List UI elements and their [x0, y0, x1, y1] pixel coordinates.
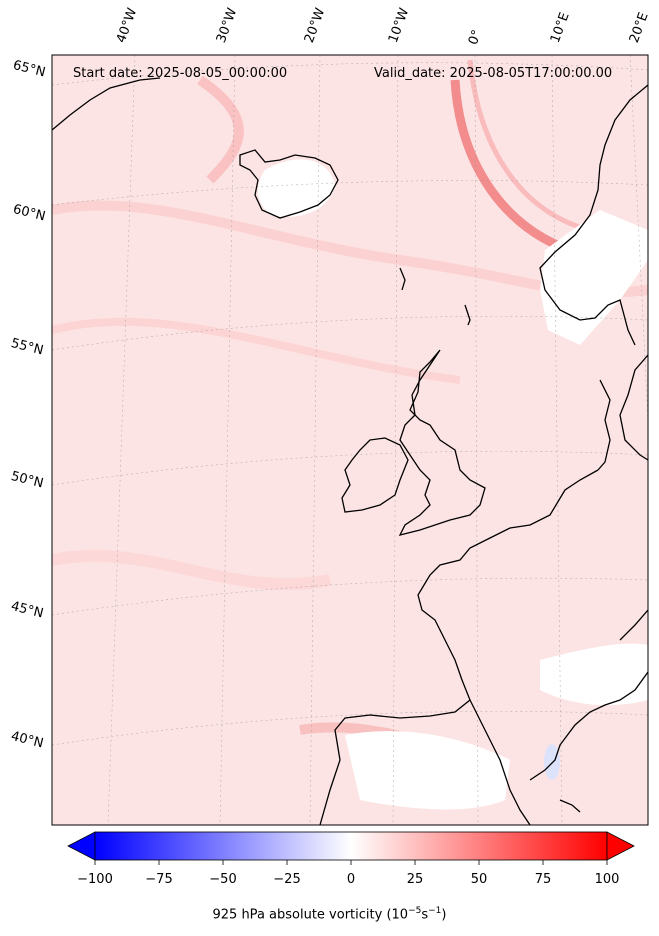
colorbar-tick: 100: [594, 872, 620, 887]
colorbar-label-exp2: −1: [428, 906, 442, 916]
valid-date-label: Valid_date: 2025-08-05T17:00:00.00: [374, 66, 613, 81]
colorbar-tick: −50: [209, 872, 237, 887]
colorbar-tick: 75: [534, 872, 552, 887]
map-frame: [51, 54, 649, 826]
colorbar-tick: −75: [145, 872, 173, 887]
colorbar-tick: −100: [77, 872, 113, 887]
graticule: [52, 55, 648, 825]
colorbar-label-main: 925 hPa absolute vorticity (10: [212, 907, 409, 923]
coastlines: [52, 77, 648, 825]
colorbar-label-exp1: −5: [408, 906, 422, 916]
start-date-label: Start date: 2025-08-05_00:00:00: [73, 66, 288, 81]
colorbar-label: 925 hPa absolute vorticity (10−5s−1): [0, 906, 659, 922]
colorbar: [67, 831, 635, 865]
colorbar-tick: 0: [346, 872, 356, 887]
colorbar-label-end: ): [441, 907, 447, 923]
colorbar-label-unit: s: [421, 907, 429, 923]
colorbar-tick: −25: [273, 872, 301, 887]
colorbar-tick: 25: [406, 872, 424, 887]
colorbar-tick: 50: [470, 872, 488, 887]
vorticity-field: [52, 55, 648, 825]
